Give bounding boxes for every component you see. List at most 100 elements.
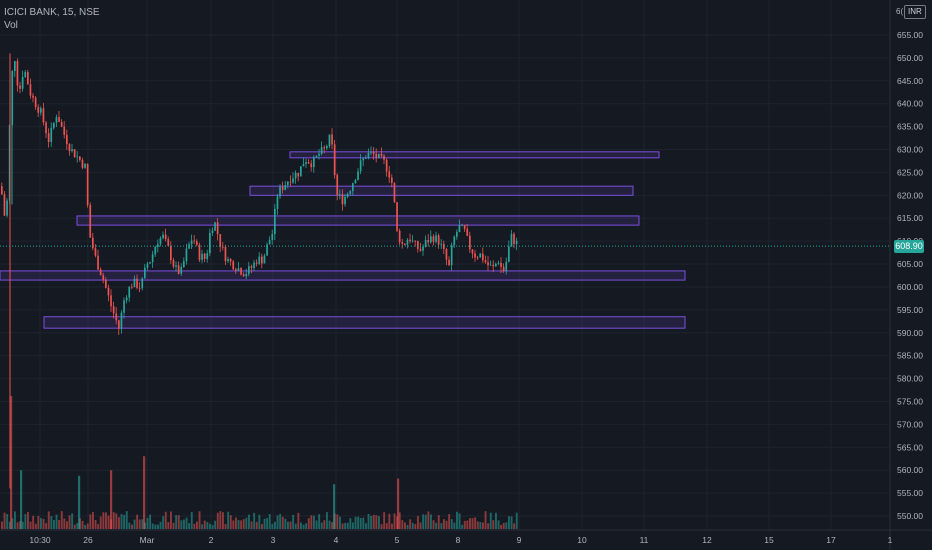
candle-body — [484, 260, 487, 263]
volume-bar — [375, 515, 378, 529]
volume-spike — [397, 478, 400, 529]
volume-bar — [105, 512, 107, 529]
volume-bar — [162, 516, 165, 529]
price-tick-label: 555.00 — [897, 488, 923, 498]
candle-body — [198, 244, 201, 260]
candle-body — [500, 262, 502, 267]
volume-bar — [274, 521, 276, 529]
volume-bar — [326, 512, 328, 529]
candle-body — [261, 256, 263, 264]
candle-body — [388, 171, 391, 178]
candle-body — [495, 263, 497, 267]
volume-bar — [302, 524, 305, 529]
volume-bar — [123, 514, 126, 529]
volume-bar — [211, 524, 214, 529]
candle-body — [326, 146, 328, 149]
candle-body — [170, 245, 172, 261]
candle-body — [253, 262, 255, 269]
candle-body — [105, 279, 107, 288]
candle-body — [92, 237, 94, 249]
candle-body — [354, 179, 357, 184]
candle-body — [133, 278, 136, 288]
candle-body — [328, 134, 331, 147]
volume-bar — [229, 515, 232, 529]
candle-body — [466, 228, 469, 236]
volume-bar — [287, 521, 289, 529]
volume-bar — [42, 518, 45, 529]
candle-body — [471, 249, 474, 254]
volume-bar — [258, 514, 261, 529]
candle-body — [131, 286, 133, 288]
volume-bar — [206, 521, 209, 529]
price-zone — [43, 316, 686, 329]
volume-bar — [133, 519, 136, 529]
volume-bar — [183, 519, 185, 529]
volume-bar — [336, 514, 339, 529]
volume-bar — [11, 518, 14, 529]
volume-bar — [471, 518, 474, 529]
volume-bar — [94, 519, 97, 529]
volume-bar — [128, 522, 131, 529]
candle-body — [73, 149, 76, 158]
candle-body — [263, 255, 266, 264]
volume-label: Vol — [4, 20, 18, 31]
volume-bar — [404, 522, 406, 529]
volume-spike — [78, 475, 81, 529]
volume-bar — [289, 521, 292, 529]
candle-body — [461, 225, 463, 226]
volume-bar — [73, 524, 76, 529]
volume-bar — [307, 518, 310, 529]
candle-body — [401, 242, 404, 244]
volume-bar — [125, 511, 128, 529]
price-tick-label: 550.00 — [897, 511, 923, 521]
candle-body — [497, 262, 500, 264]
volume-bar — [55, 514, 58, 529]
candle-body — [424, 239, 427, 247]
candle-body — [435, 235, 437, 242]
price-axis[interactable]: 655.00 650.00 645.00 640.00 635.00 630.00 625.… — [897, 30, 923, 521]
volume-bar — [474, 517, 477, 529]
candle-body — [508, 246, 510, 262]
candle-body — [300, 166, 302, 177]
candle-body — [331, 134, 333, 145]
candle-body — [71, 149, 73, 152]
candle-body — [203, 253, 206, 260]
volume-bar — [378, 516, 380, 529]
volume-bar — [492, 520, 495, 529]
candle-body — [258, 256, 261, 264]
volume-bar — [14, 511, 16, 529]
candle-body — [372, 151, 375, 154]
price-tick-label: 640.00 — [897, 99, 923, 109]
time-tick-label: 5 — [395, 535, 400, 545]
candle-body — [450, 245, 453, 266]
candle-body — [53, 122, 55, 128]
candle-body — [214, 222, 216, 231]
candle-body — [307, 162, 310, 164]
volume-bar — [370, 515, 373, 529]
volume-bar — [510, 516, 513, 529]
volume-bar — [417, 516, 419, 529]
candle-body — [34, 97, 37, 108]
candle-body — [276, 196, 279, 209]
candle-body — [149, 262, 151, 264]
volume-bar — [497, 520, 500, 529]
volume-bar — [432, 520, 435, 529]
volume-bar — [3, 512, 6, 529]
volume-bar — [367, 513, 370, 529]
candle-body — [177, 265, 180, 274]
volume-bar — [276, 515, 279, 529]
volume-bar — [8, 521, 11, 529]
volume-bar — [315, 520, 318, 529]
candle-body — [344, 196, 346, 205]
volume-bar — [29, 521, 32, 529]
price-tick-label: 650.00 — [897, 53, 923, 63]
currency-badge[interactable]: INR — [904, 5, 926, 19]
volume-bar — [284, 518, 287, 529]
candle-body — [315, 155, 318, 158]
time-axis[interactable]: 10:30 26 Mar 2 3 4 5 8 9 10 11 12 15 17 1 — [29, 535, 892, 545]
volume-bar — [318, 514, 321, 529]
candle-body — [448, 259, 450, 266]
candle-body — [430, 236, 432, 243]
candle-body — [362, 158, 365, 161]
